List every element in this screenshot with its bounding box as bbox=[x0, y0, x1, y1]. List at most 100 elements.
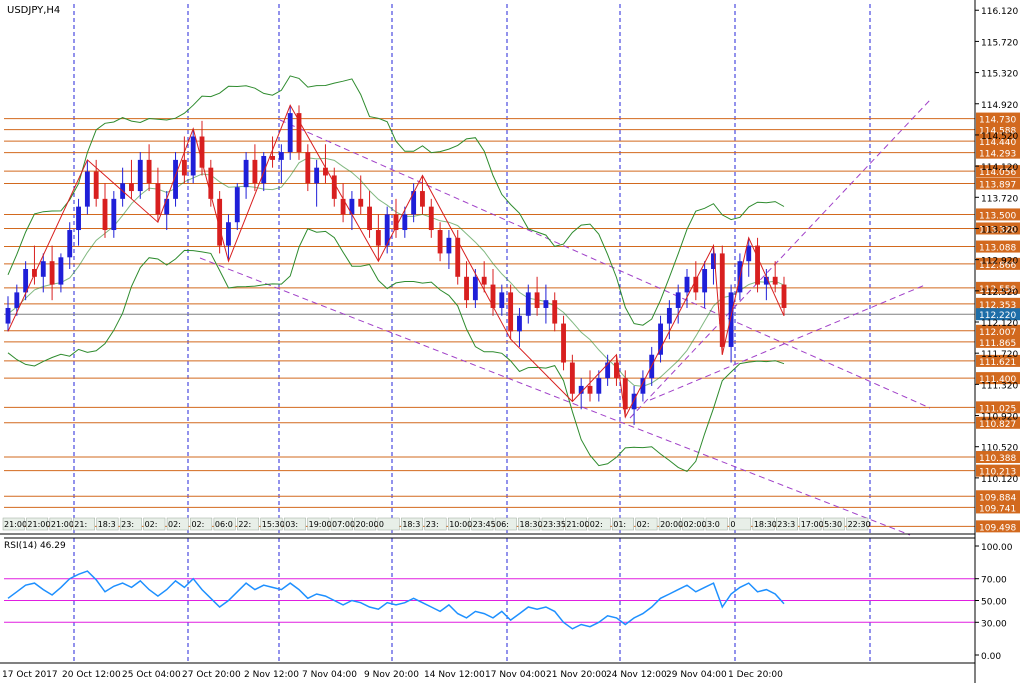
candle-body bbox=[428, 206, 434, 231]
session-box bbox=[822, 517, 845, 531]
session-label: 07:00 bbox=[332, 520, 355, 529]
price-level-tag bbox=[976, 324, 1020, 337]
candle-body bbox=[331, 175, 337, 199]
price-axis-label: 111.720 bbox=[981, 350, 1018, 360]
price-level-label: 114.730 bbox=[979, 116, 1016, 126]
time-axis-label: 17 Nov 04:00 bbox=[485, 670, 546, 680]
candle-body bbox=[569, 362, 575, 394]
session-box bbox=[237, 517, 260, 531]
price-level-label: 111.400 bbox=[979, 375, 1016, 385]
price-axis-label: 112.920 bbox=[981, 257, 1018, 267]
candle-body bbox=[702, 269, 708, 293]
session-label: 06: bbox=[496, 520, 509, 529]
candle-body bbox=[384, 214, 390, 246]
symbol-label: USDJPY,H4 bbox=[7, 5, 60, 16]
candle-body bbox=[763, 276, 769, 285]
time-axis-label: 7 Nov 04:00 bbox=[302, 670, 357, 680]
candle-body bbox=[446, 237, 452, 254]
session-box bbox=[354, 517, 377, 531]
session-label: 02: bbox=[191, 520, 204, 529]
session-box bbox=[447, 517, 470, 531]
session-box bbox=[541, 517, 564, 531]
candle-body bbox=[578, 385, 584, 394]
session-box bbox=[377, 517, 400, 531]
price-level-tag bbox=[976, 222, 1020, 235]
price-level-tag bbox=[976, 520, 1020, 533]
candle-body bbox=[640, 378, 646, 394]
price-level-tag bbox=[976, 464, 1020, 477]
candle-body bbox=[137, 159, 143, 192]
price-level-label: 112.558 bbox=[979, 285, 1016, 295]
price-axis-label: 115.720 bbox=[981, 38, 1018, 48]
candle-body bbox=[543, 300, 549, 308]
price-level-label: 111.025 bbox=[979, 404, 1016, 414]
price-level-label: 113.320 bbox=[979, 225, 1016, 235]
session-label: 02:00 bbox=[684, 520, 707, 529]
session-label: 21:00 bbox=[566, 520, 589, 529]
candle-body bbox=[278, 152, 284, 160]
candle-body bbox=[596, 378, 602, 394]
candle-body bbox=[270, 155, 275, 160]
price-axis-label: 110.520 bbox=[981, 444, 1018, 454]
session-label: 21: bbox=[74, 520, 87, 529]
price-level-label: 110.213 bbox=[979, 468, 1016, 478]
rsi-axis-label: 70.00 bbox=[981, 576, 1007, 586]
time-axis-label: 14 Nov 12:00 bbox=[424, 670, 485, 680]
candle-body bbox=[658, 323, 663, 355]
session-label: 02: bbox=[637, 520, 650, 529]
price-level-label: 109.884 bbox=[979, 493, 1016, 503]
price-level-tag bbox=[976, 112, 1020, 125]
price-level-tag bbox=[976, 208, 1020, 221]
candle-body bbox=[5, 307, 11, 324]
time-axis-label: 27 Oct 20:00 bbox=[182, 670, 241, 680]
session-box bbox=[307, 517, 330, 531]
price-level-label: 113.500 bbox=[979, 211, 1016, 221]
candle-body bbox=[772, 276, 778, 285]
price-level-label: 110.388 bbox=[979, 454, 1016, 464]
session-box bbox=[213, 517, 236, 531]
current-price-tag bbox=[976, 308, 1020, 321]
candle-body bbox=[199, 136, 205, 168]
rsi-axis-label: 30.00 bbox=[981, 619, 1007, 629]
candle-body bbox=[226, 222, 231, 246]
session-box bbox=[635, 517, 658, 531]
candle-body bbox=[305, 152, 311, 184]
price-axis-label: 114.920 bbox=[981, 101, 1018, 111]
session-box bbox=[166, 517, 189, 531]
rsi-line bbox=[7, 570, 785, 630]
price-axis-label: 113.320 bbox=[981, 225, 1018, 235]
time-axis-label: 24 Nov 12:00 bbox=[606, 670, 667, 680]
time-axis-label: 29 Nov 04:00 bbox=[666, 670, 727, 680]
price-axis-label: 115.320 bbox=[981, 70, 1018, 80]
time-axis-label: 2 Nov 12:00 bbox=[244, 670, 299, 680]
candle-body bbox=[155, 183, 161, 215]
session-box bbox=[119, 517, 142, 531]
time-axis-label: 25 Oct 04:00 bbox=[122, 670, 181, 680]
session-box bbox=[283, 517, 306, 531]
session-box bbox=[588, 517, 611, 531]
price-level-label: 109.741 bbox=[979, 504, 1016, 514]
candle-body bbox=[631, 393, 637, 410]
candle-body bbox=[208, 167, 214, 199]
price-level-label: 113.088 bbox=[979, 244, 1016, 254]
price-level-tag bbox=[976, 450, 1020, 463]
candle-body bbox=[23, 269, 29, 293]
candle-body bbox=[111, 198, 117, 231]
candle-body bbox=[58, 257, 64, 285]
session-box bbox=[658, 517, 681, 531]
price-level-label: 112.007 bbox=[979, 328, 1016, 338]
price-level-label: 114.293 bbox=[979, 150, 1016, 160]
candle-body bbox=[781, 284, 787, 308]
session-label: 18:30 bbox=[754, 520, 777, 529]
session-label: 20:00 bbox=[660, 520, 683, 529]
candle-body bbox=[76, 206, 81, 231]
price-axis-label: 113.720 bbox=[981, 194, 1018, 204]
session-box bbox=[260, 517, 283, 531]
price-level-tag bbox=[976, 240, 1020, 253]
trend-channel-line bbox=[199, 257, 911, 536]
candle-body bbox=[340, 198, 346, 215]
candle-body bbox=[508, 292, 514, 332]
time-axis-label: 17 Oct 2017 bbox=[2, 670, 58, 680]
